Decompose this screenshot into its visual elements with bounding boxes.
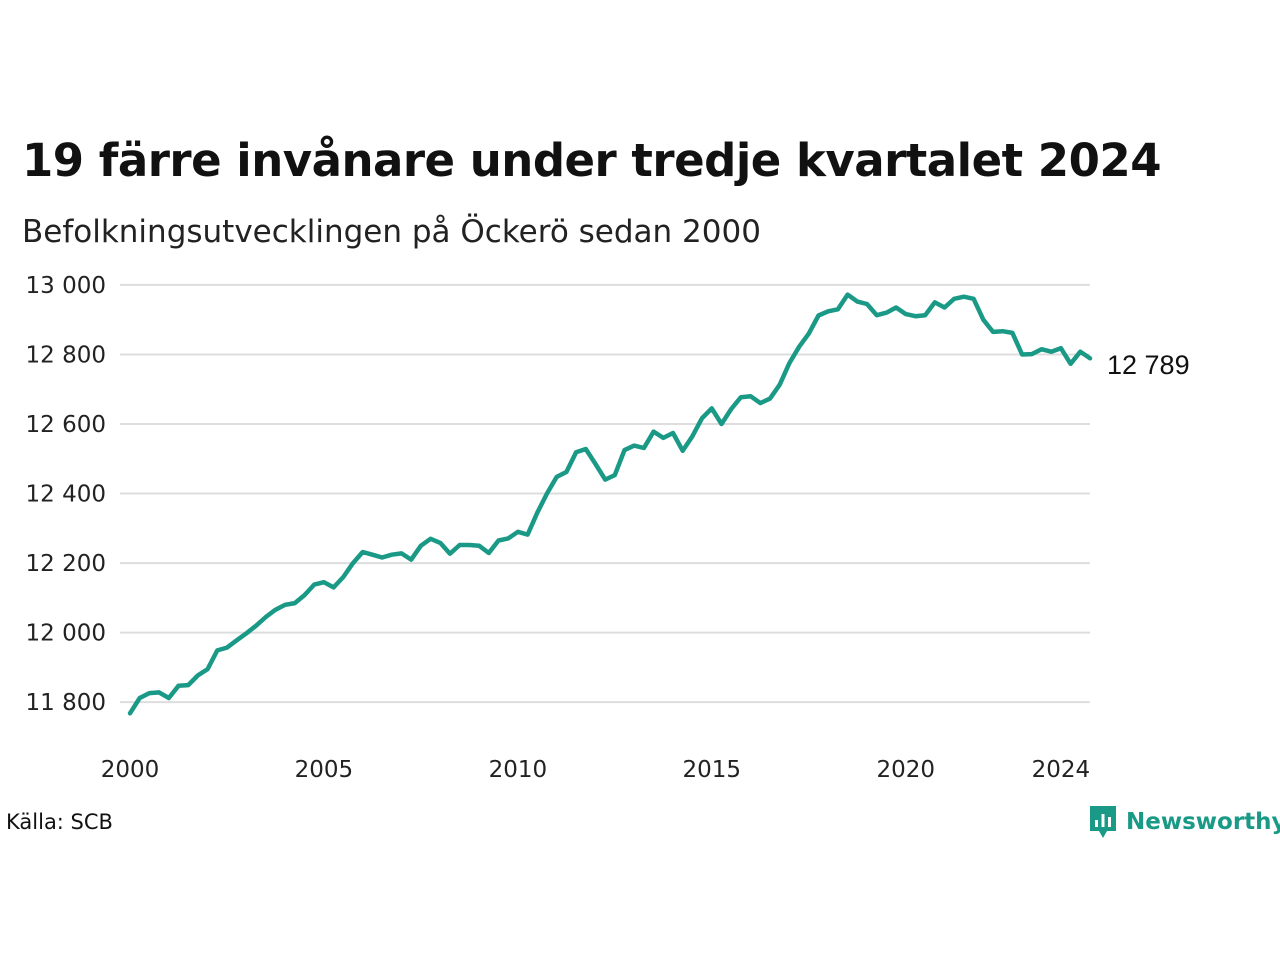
y-tick-label: 12 200 — [26, 551, 106, 577]
source-note: Källa: SCB — [6, 810, 113, 834]
y-tick-label: 11 800 — [26, 690, 106, 716]
brand-logo: Newsworthy — [1088, 804, 1280, 840]
population-line — [127, 292, 1093, 716]
gridlines — [120, 283, 1090, 704]
y-tick-label: 12 600 — [26, 412, 106, 438]
newsworthy-logo-icon — [1090, 806, 1116, 838]
x-tick-label: 2000 — [101, 757, 160, 783]
x-axis-ticks: 2000 2005 2010 2015 2020 2024 — [101, 757, 1090, 783]
x-tick-label: 2015 — [683, 757, 742, 783]
end-value-label: 12 789 — [1107, 350, 1190, 380]
brand-name: Newsworthy — [1126, 809, 1280, 835]
y-tick-label: 12 400 — [26, 482, 106, 508]
y-tick-label: 13 000 — [26, 273, 106, 299]
x-tick-label: 2020 — [876, 757, 935, 783]
y-tick-label: 12 000 — [26, 621, 106, 647]
x-tick-label: 2024 — [1032, 757, 1091, 783]
x-tick-label: 2010 — [489, 757, 548, 783]
chart-subtitle: Befolkningsutvecklingen på Öckerö sedan … — [22, 214, 761, 250]
x-tick-label: 2005 — [295, 757, 354, 783]
chart-title: 19 färre invånare under tredje kvartalet… — [22, 134, 1162, 187]
y-axis-ticks: 11 800 12 000 12 200 12 400 12 600 12 800 13 0… — [26, 273, 106, 716]
y-tick-label: 12 800 — [26, 342, 106, 368]
